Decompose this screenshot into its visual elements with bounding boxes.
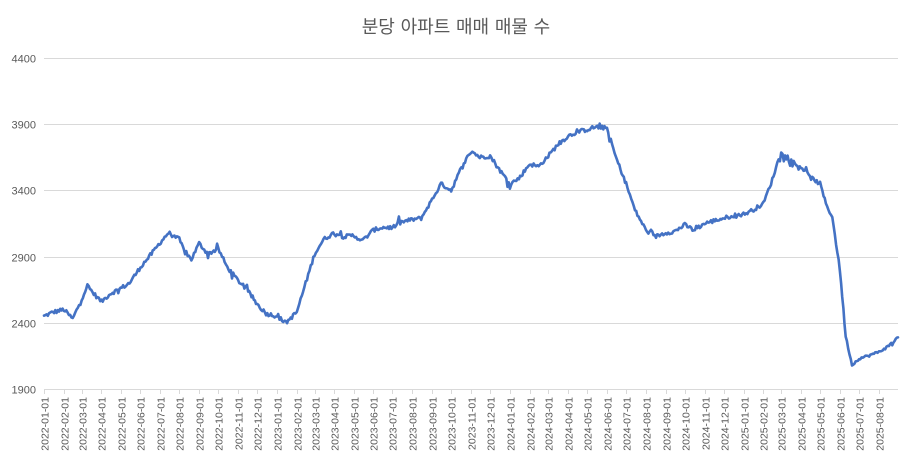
x-tick-label: 2022-03-01: [78, 397, 90, 451]
x-tick-label: 2025-06-01: [836, 397, 848, 451]
x-tick-label: 2023-04-01: [330, 397, 342, 451]
y-tick-label: 2900: [12, 253, 36, 265]
x-tick-label: 2023-07-01: [388, 397, 400, 451]
y-tick-label: 3400: [12, 186, 36, 198]
x-tick-label: 2025-04-01: [797, 397, 809, 451]
x-tick-label: 2025-07-01: [855, 397, 867, 451]
x-tick-label: 2024-09-01: [662, 397, 674, 451]
chart-title: 분당 아파트 매매 매물 수: [362, 17, 551, 38]
series-layer: [42, 122, 900, 367]
x-tick-label: 2024-11-01: [701, 397, 713, 450]
x-tick-label: 2025-02-01: [759, 397, 771, 451]
x-tick-label: 2024-02-01: [526, 397, 538, 451]
y-tick-label: 1900: [12, 385, 36, 397]
x-tick-label: 2023-10-01: [447, 397, 459, 451]
x-tick-label: 2024-01-01: [506, 397, 518, 451]
x-tick-label: 2025-05-01: [816, 397, 828, 451]
x-tick-label: 2022-06-01: [136, 397, 148, 451]
x-tick-label: 2023-11-01: [467, 397, 479, 450]
x-tick-label: 2022-10-01: [214, 397, 226, 451]
y-tick-label: 2400: [12, 319, 36, 331]
y-axis: 1900 2400 2900 3400 3900 4400: [12, 54, 36, 397]
x-tick-label: 2025-08-01: [875, 397, 887, 451]
x-tick-label: 2024-03-01: [544, 397, 556, 451]
x-tick-label: 2024-07-01: [622, 397, 634, 451]
x-tick-label: 2022-12-01: [253, 397, 265, 451]
x-tick-label: 2023-06-01: [369, 397, 381, 451]
x-tick-label: 2022-01-01: [40, 397, 52, 451]
x-tick-label: 2022-09-01: [195, 397, 207, 451]
y-tick-label: 3900: [12, 120, 36, 132]
x-tick-label: 2025-01-01: [740, 397, 752, 451]
x-tick-label: 2024-12-01: [720, 397, 732, 451]
y-tick-label: 4400: [12, 54, 36, 66]
x-tick-label: 2024-08-01: [642, 397, 654, 451]
x-tick-label: 2022-04-01: [97, 397, 109, 451]
x-tick-label: 2024-05-01: [583, 397, 595, 451]
x-tick-label: 2022-02-01: [60, 397, 72, 451]
x-tick-label: 2023-08-01: [408, 397, 420, 451]
x-tick-label: 2023-09-01: [428, 397, 440, 451]
x-tick-label: 2023-01-01: [273, 397, 285, 451]
x-tick-label: 2023-03-01: [311, 397, 323, 451]
series-line: [42, 122, 900, 367]
x-tick-label: 2023-05-01: [350, 397, 362, 451]
x-axis: 2022-01-01 2022-02-01 2022-03-01 2022-04-01…: [40, 389, 898, 451]
x-tick-label: 2023-12-01: [486, 397, 498, 451]
x-tick-label: 2022-08-01: [175, 397, 187, 451]
x-tick-label: 2023-02-01: [293, 397, 305, 451]
x-tick-label: 2022-05-01: [117, 397, 129, 451]
x-tick-label: 2022-11-01: [234, 397, 246, 450]
x-tick-label: 2025-03-01: [777, 397, 789, 451]
gridlines: [44, 58, 898, 324]
x-tick-label: 2024-04-01: [564, 397, 576, 451]
x-tick-label: 2024-06-01: [603, 397, 615, 451]
x-tick-label: 2024-10-01: [681, 397, 693, 451]
x-tick-label: 2022-07-01: [156, 397, 168, 451]
